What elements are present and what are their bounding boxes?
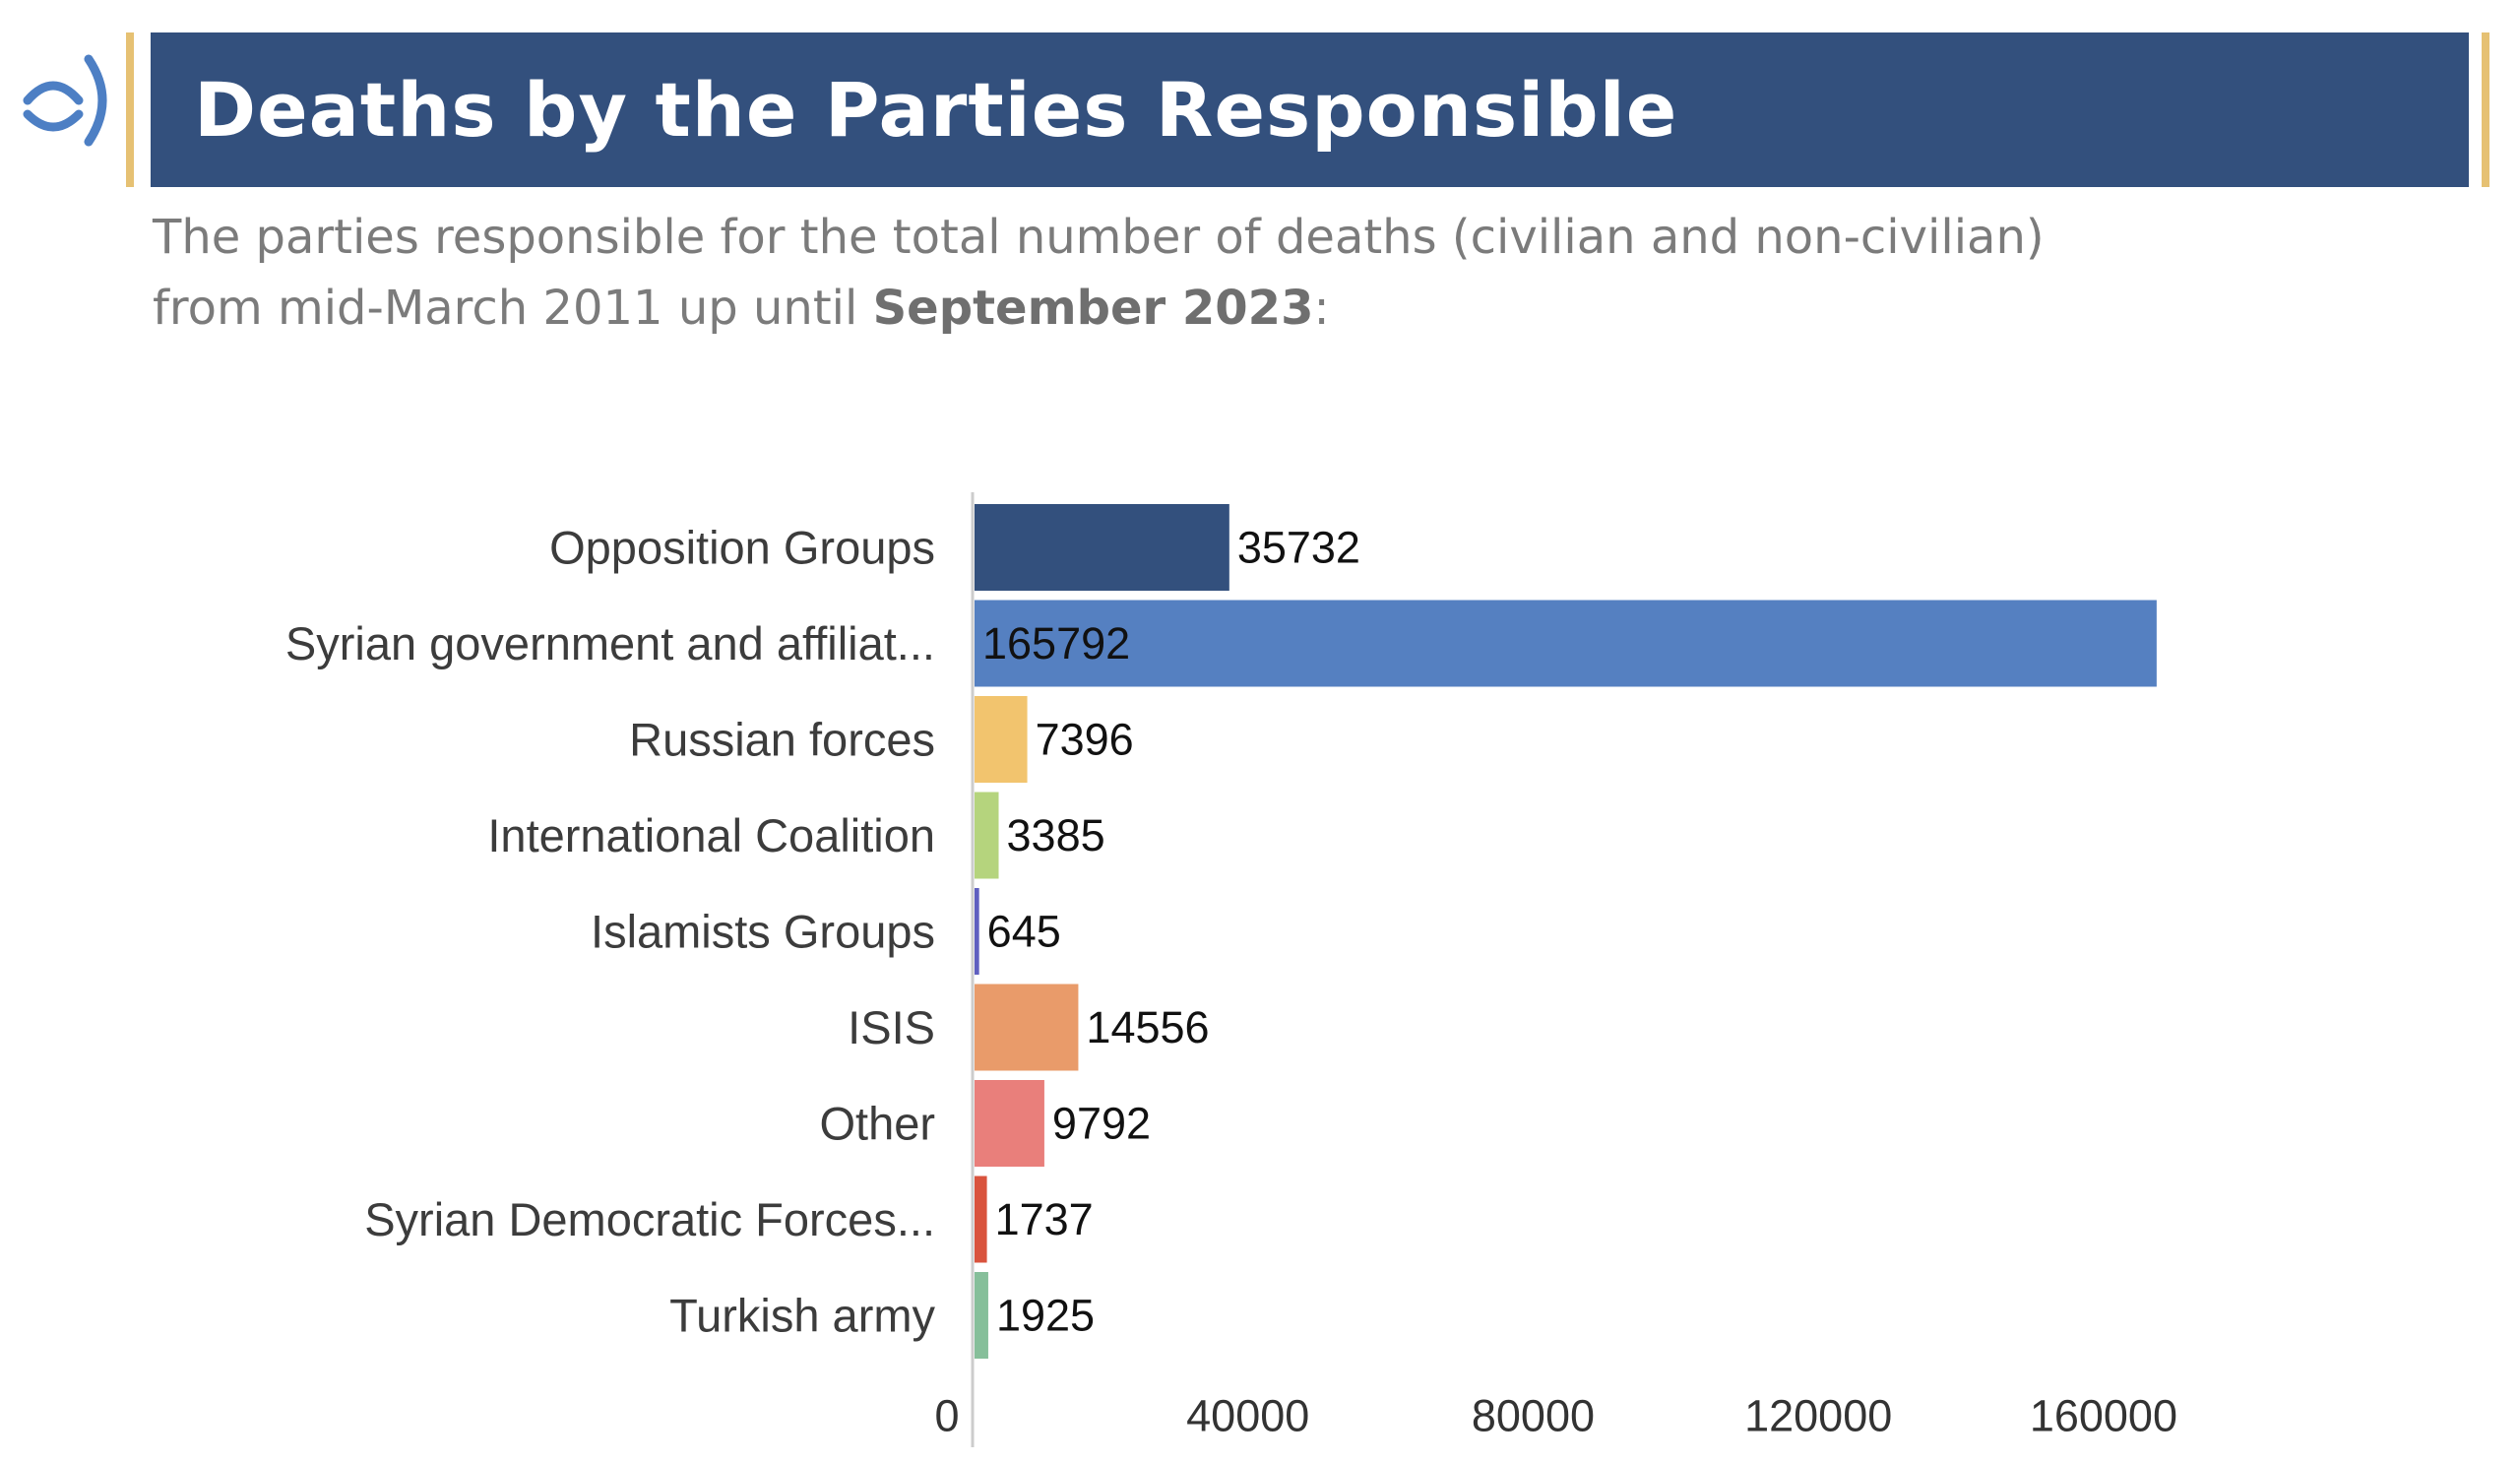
title-banner: Deaths by the Parties Responsible (151, 32, 2469, 187)
data-label: 35732 (1237, 523, 1360, 573)
bar (975, 888, 979, 975)
category-label: Other (819, 1098, 935, 1150)
data-label: 645 (987, 907, 1061, 957)
category-label: Opposition Groups (549, 522, 935, 574)
data-label: 165792 (982, 618, 1130, 668)
subtitle-line-2: from mid-March 2011 up until September 2… (153, 273, 2417, 344)
category-label: Islamists Groups (591, 906, 935, 958)
accent-bar-left (126, 32, 134, 187)
data-label: 7396 (1036, 715, 1134, 765)
subtitle-line-1: The parties responsible for the total nu… (153, 210, 2045, 265)
organization-logo-icon (23, 54, 107, 147)
x-tick-label: 40000 (1186, 1391, 1309, 1441)
bar (975, 1272, 988, 1359)
bar (975, 600, 2157, 687)
category-label: Syrian Democratic Forces... (364, 1193, 935, 1245)
x-tick-label: 0 (934, 1391, 959, 1441)
subtitle-line-2-suffix: : (1313, 281, 1330, 336)
data-label: 1737 (995, 1194, 1094, 1244)
category-label: Russian forces (629, 714, 935, 766)
data-label: 9792 (1052, 1099, 1151, 1149)
page-title: Deaths by the Parties Responsible (194, 66, 1678, 154)
data-label: 14556 (1086, 1002, 1209, 1052)
bar (975, 696, 1028, 783)
x-tick-label: 120000 (1744, 1391, 1892, 1441)
x-tick-label: 160000 (2030, 1391, 2177, 1441)
category-label: Turkish army (669, 1290, 935, 1342)
accent-bar-right (2482, 32, 2489, 187)
bar (975, 1080, 1044, 1167)
subtitle-date: September 2023 (872, 281, 1314, 336)
subtitle-line-2-prefix: from mid-March 2011 up until (153, 281, 873, 336)
subtitle: The parties responsible for the total nu… (153, 202, 2417, 344)
category-label: Syrian government and affiliat... (285, 617, 935, 669)
bar (975, 792, 999, 879)
category-label: ISIS (848, 1001, 935, 1053)
bar (975, 504, 1229, 591)
data-label: 1925 (996, 1291, 1095, 1341)
bar (975, 984, 1079, 1071)
x-tick-label: 80000 (1472, 1391, 1595, 1441)
data-label: 3385 (1007, 810, 1105, 860)
category-label: International Coalition (487, 809, 935, 861)
bar (975, 1176, 987, 1263)
